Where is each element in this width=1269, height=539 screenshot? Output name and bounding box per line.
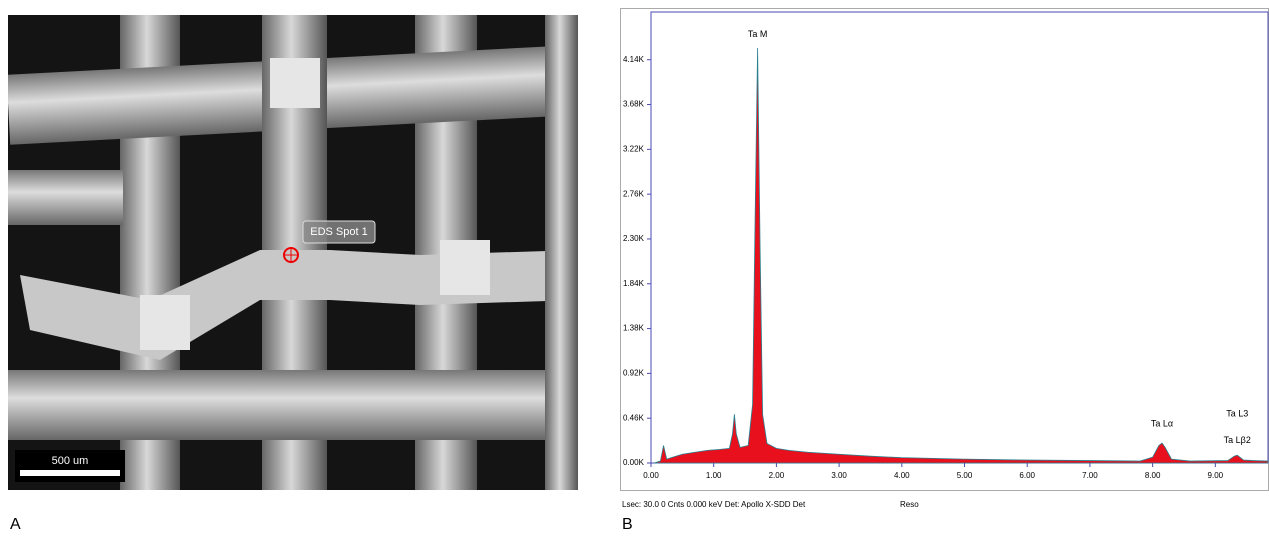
- y-tick-label: 4.14K: [623, 55, 645, 64]
- scale-bar-label: 500 um: [52, 455, 89, 467]
- x-tick-label: 1.00: [706, 471, 722, 480]
- x-tick-label: 4.00: [894, 471, 910, 480]
- x-tick-label: 2.00: [769, 471, 785, 480]
- x-tick-label: 8.00: [1145, 471, 1161, 480]
- panel-label: B: [622, 516, 633, 533]
- y-tick-label: 0.46K: [623, 413, 645, 422]
- spectrum: [654, 48, 1269, 464]
- x-tick-label: 3.00: [831, 471, 847, 480]
- x-tick-label: 0.00: [643, 471, 659, 480]
- footer: Lsec: 30.0 0 Cnts 0.000 keV Det: Apollo …: [622, 500, 806, 509]
- y-tick-label: 1.38K: [623, 324, 645, 333]
- sem-image: 500 um EDS Spot 1: [8, 15, 578, 490]
- y-tick-label: 1.84K: [623, 279, 645, 288]
- y-tick-label: 0.00K: [623, 458, 645, 467]
- peak-label: Ta M: [748, 29, 768, 39]
- plot-area: [650, 11, 1269, 464]
- y-tick-label: 0.92K: [623, 368, 645, 377]
- x-tick-label: 6.00: [1019, 471, 1035, 480]
- peak-label: Ta Lβ2: [1224, 435, 1251, 445]
- y-tick-label: 2.76K: [623, 189, 645, 198]
- y-tick-label: 3.68K: [623, 100, 645, 109]
- panel-label: A: [10, 516, 21, 533]
- callout: EDS Spot 1: [310, 226, 367, 238]
- y-tick-label: 2.30K: [623, 234, 645, 243]
- x-tick-label: 5.00: [957, 471, 973, 480]
- peak-label: Ta Lα: [1151, 418, 1173, 428]
- y-tick-label: 3.22K: [623, 144, 645, 153]
- peak-label: Ta L3: [1226, 409, 1248, 419]
- footer-right: Reso: [900, 500, 919, 509]
- x-tick-label: 9.00: [1208, 471, 1224, 480]
- x-tick-label: 7.00: [1082, 471, 1098, 480]
